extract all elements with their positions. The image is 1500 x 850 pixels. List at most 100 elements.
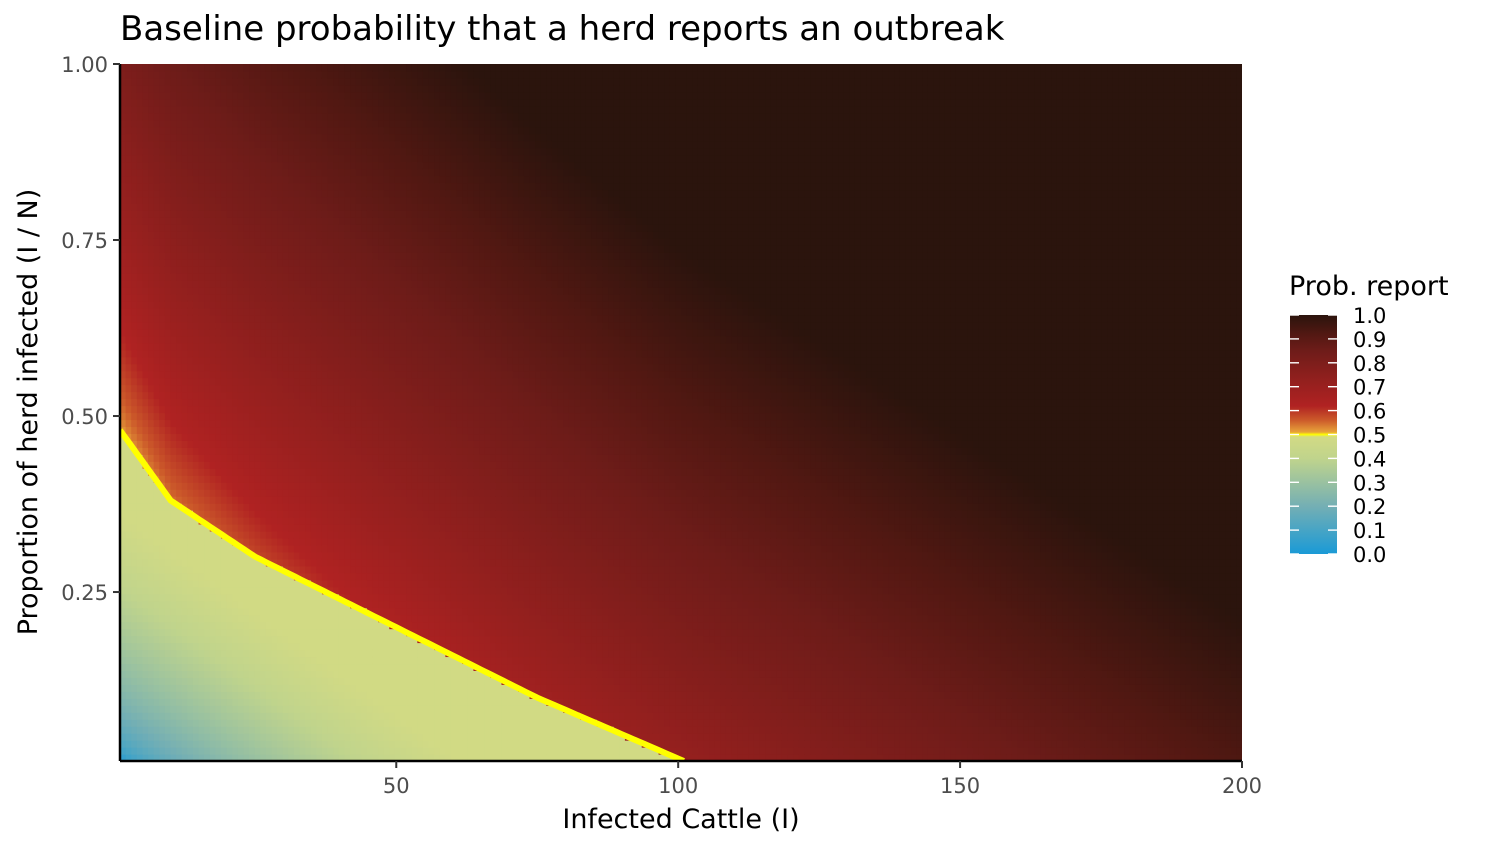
heatmap-cell [305, 210, 312, 218]
heatmap-cell [338, 726, 345, 734]
heatmap-cell [355, 656, 362, 665]
heatmap-cell [125, 621, 132, 630]
heatmap-cell [305, 530, 312, 539]
heatmap-cell [187, 551, 194, 560]
heatmap-cell [265, 454, 273, 462]
heatmap-cell [394, 517, 402, 525]
heatmap-cell [176, 677, 183, 685]
heatmap-cell [237, 196, 245, 204]
heatmap-cell [321, 663, 329, 671]
heatmap-cell [142, 677, 149, 685]
heatmap-cell [378, 621, 385, 630]
heatmap-cell [204, 64, 211, 72]
heatmap-cell [372, 363, 379, 372]
heatmap-cell [125, 733, 132, 741]
heatmap-cell [350, 628, 357, 637]
heatmap-cell [232, 677, 239, 685]
heatmap-cell [159, 266, 166, 274]
heatmap-cell [125, 677, 132, 685]
heatmap-cell [321, 461, 329, 469]
heatmap-cell [288, 698, 295, 706]
heatmap-cell [277, 266, 284, 274]
heatmap-cell [282, 461, 289, 469]
heatmap-cell [288, 614, 295, 623]
heatmap-cell [265, 168, 273, 177]
heatmap-cell [237, 356, 245, 365]
heatmap-cell [198, 203, 205, 211]
heatmap-cell [198, 342, 205, 351]
heatmap-cell [243, 189, 250, 198]
heatmap-cell [243, 64, 250, 72]
heatmap-cell [254, 461, 261, 469]
heatmap-cell [192, 280, 200, 288]
heatmap-cell [310, 565, 317, 574]
heatmap-cell [254, 203, 261, 211]
heatmap-cell [170, 252, 177, 260]
heatmap-cell [260, 356, 267, 365]
heatmap-cell [389, 468, 396, 476]
heatmap-cell [366, 419, 374, 428]
heatmap-cell [198, 530, 205, 539]
heatmap-cell [316, 642, 323, 651]
heatmap-cell [282, 287, 289, 295]
heatmap-cell [125, 112, 132, 121]
heatmap-cell [265, 691, 273, 699]
heatmap-cell [271, 314, 278, 323]
heatmap-cell [327, 551, 334, 560]
heatmap-cell [243, 342, 250, 351]
heatmap-cell [232, 70, 239, 79]
heatmap-cell [148, 684, 155, 692]
heatmap-cell [378, 733, 385, 741]
heatmap-cell [254, 433, 261, 441]
heatmap-cell [293, 475, 301, 483]
heatmap-cell [333, 426, 340, 435]
heatmap-cell [316, 342, 323, 351]
heatmap-cell [204, 489, 211, 497]
heatmap-cell [338, 656, 345, 665]
heatmap-cell [394, 259, 402, 267]
heatmap-cell [366, 119, 374, 128]
heatmap-cell [136, 91, 144, 100]
heatmap-cell [254, 363, 261, 372]
heatmap-cell [170, 391, 177, 400]
heatmap-cell [338, 133, 345, 142]
heatmap-cell [327, 496, 334, 504]
heatmap-cell [321, 70, 329, 79]
heatmap-cell [260, 405, 267, 414]
heatmap-cell [226, 133, 233, 142]
heatmap-cell [148, 705, 155, 713]
heatmap-cell [372, 440, 379, 448]
heatmap-cell [378, 307, 385, 316]
heatmap-cell [254, 210, 261, 218]
heatmap-cell [372, 572, 379, 581]
heatmap-cell [226, 670, 233, 678]
heatmap-cell [271, 342, 278, 351]
heatmap-cell [136, 447, 144, 455]
heatmap-cell [181, 161, 188, 170]
heatmap-cell [265, 551, 273, 560]
heatmap-cell [271, 391, 278, 400]
heatmap-cell [260, 140, 267, 149]
heatmap-cell [299, 231, 306, 239]
heatmap-cell [260, 147, 267, 156]
heatmap-cell [181, 684, 188, 692]
heatmap-cell [260, 747, 267, 755]
heatmap-cell [153, 579, 160, 588]
heatmap-cell [372, 712, 379, 720]
heatmap-cell [215, 140, 222, 149]
heatmap-cell [148, 259, 155, 267]
heatmap-cell [350, 161, 357, 170]
heatmap-cell [389, 238, 396, 246]
heatmap-cell [209, 245, 216, 253]
heatmap-cell [299, 356, 306, 365]
heatmap-cell [288, 84, 295, 93]
heatmap-cell [215, 642, 222, 651]
heatmap-cell [265, 64, 273, 72]
heatmap-cell [209, 349, 216, 358]
heatmap-cell [378, 489, 385, 497]
heatmap-cell [243, 252, 250, 260]
heatmap-cell [237, 524, 245, 532]
heatmap-cell [125, 454, 132, 462]
heatmap-cell [136, 112, 144, 121]
heatmap-cell [305, 642, 312, 651]
